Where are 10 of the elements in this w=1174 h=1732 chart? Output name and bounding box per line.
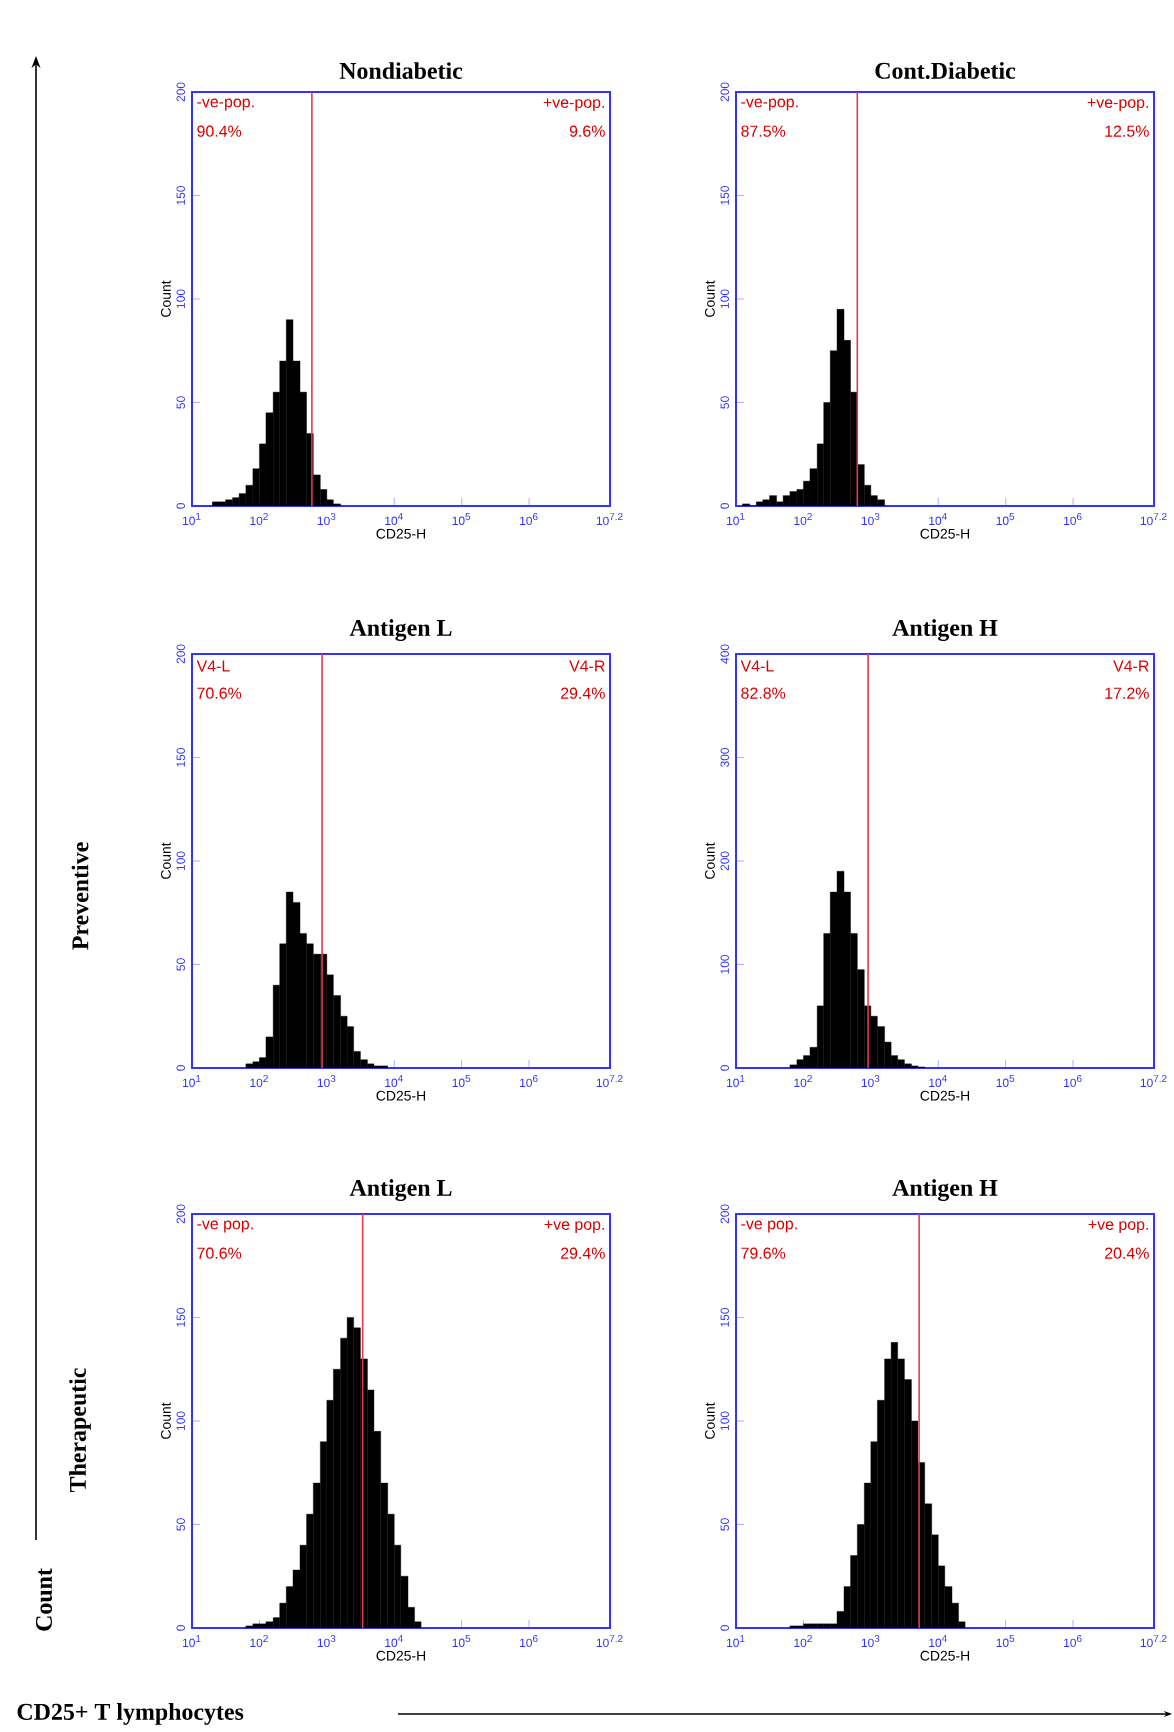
text: Count xyxy=(35,1568,53,1631)
text: Therapeutic xyxy=(69,1368,91,1493)
chart-title: Antigen H xyxy=(892,619,998,641)
chart-title: Cont.Diabetic xyxy=(875,62,1016,79)
chart-title: Antigen L xyxy=(349,1179,452,1201)
chart-title: Antigen L xyxy=(349,619,452,641)
chart-title: Nondiabetic xyxy=(339,62,463,79)
chart-title: Antigen H xyxy=(892,1179,998,1201)
text: CD25+ T lymphocytes xyxy=(17,1703,244,1725)
text: Preventive xyxy=(71,842,89,950)
